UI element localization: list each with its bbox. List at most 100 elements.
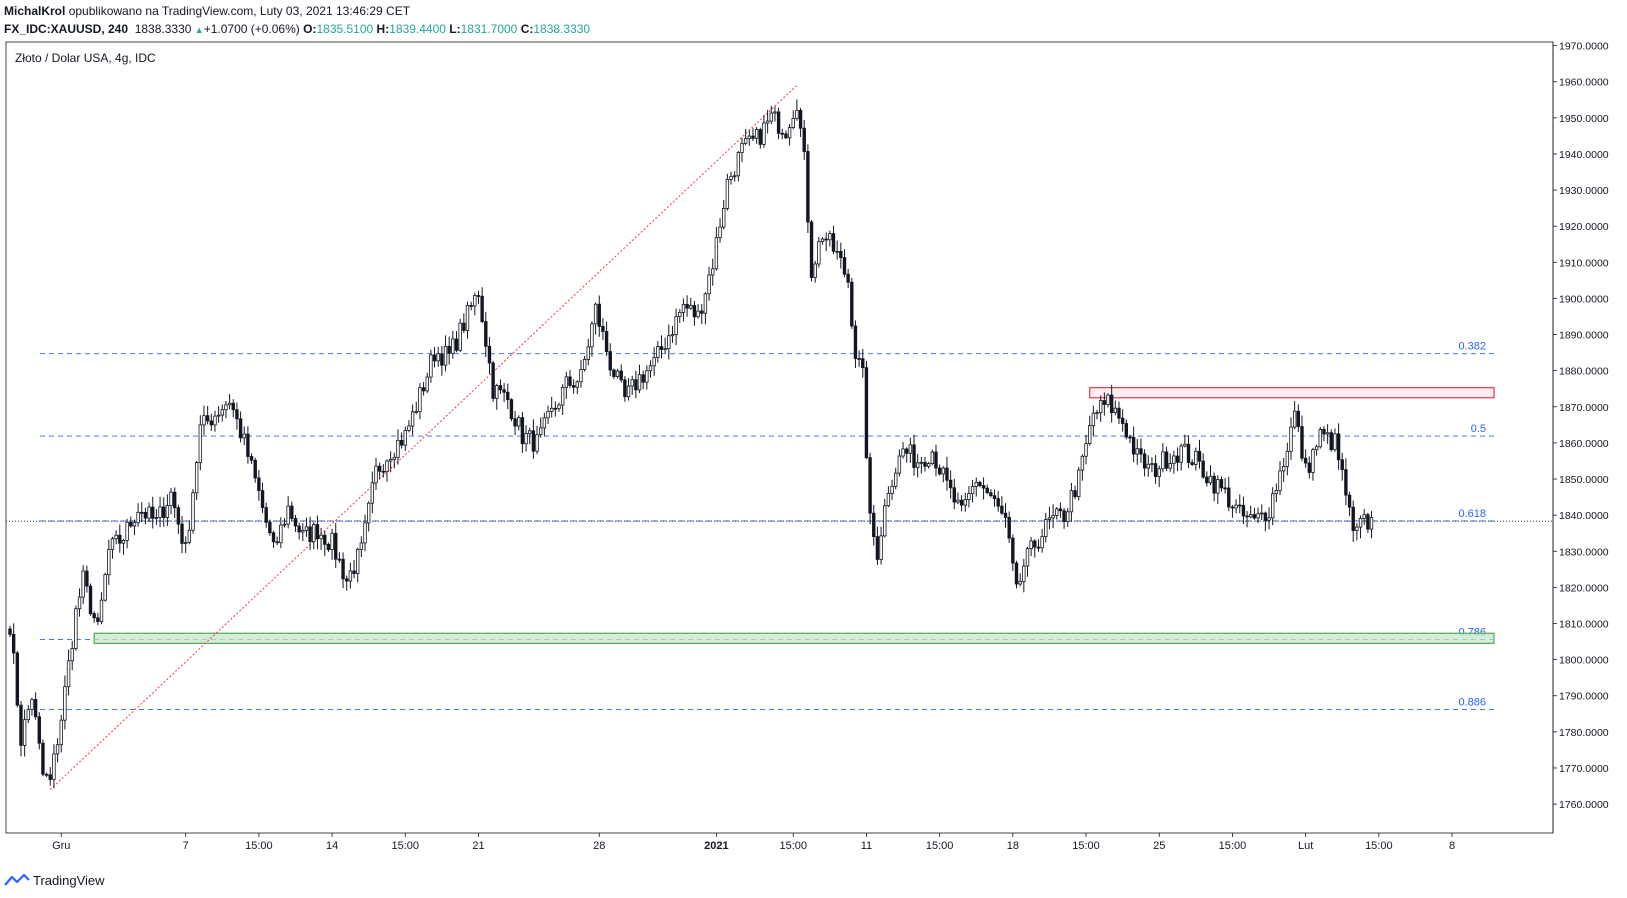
candle-body [103,574,107,601]
candle-body [685,303,689,309]
price-tick-label: 1790.0000 [1559,691,1609,703]
candle-body [297,525,301,533]
candle-body [667,335,671,349]
price-tick-label: 1890.0000 [1559,330,1609,342]
candle-body [875,536,880,560]
candle-body [689,305,693,309]
time-axis[interactable]: Gru 7 15:00 14 15:00 21 28 2021 15:00 11 15:00 18 15… [52,833,1455,852]
candle-body [648,365,653,372]
footer-brand[interactable]: TradingView [33,872,105,888]
candle-body [176,507,181,525]
candle-body [1249,514,1253,518]
candle-body [323,534,327,545]
trendline-layer[interactable] [49,84,798,791]
candle-body [586,346,590,360]
candle-body [1183,443,1187,447]
candle-body [758,129,762,145]
candle-body [1091,412,1096,427]
candle-body [1285,450,1290,467]
candle-body [421,387,426,392]
price-tick-label: 1820.0000 [1559,582,1609,594]
candle-body [590,323,594,348]
candle-body [542,417,547,429]
candle-body [912,444,916,468]
candle-body [290,505,294,519]
candle-body [1172,455,1176,464]
candle-body [634,379,638,391]
candle-body [374,465,378,484]
time-tick-label: 15:00 [1219,840,1247,852]
candle-body [1311,449,1315,473]
candle-body [33,699,38,718]
time-tick-label: 2021 [704,840,728,852]
candle-body [257,477,261,491]
candle-body [1322,428,1326,435]
publish-info: opublikowano na TradingView.com, Luty 03… [68,4,411,18]
candle-body [798,110,803,129]
time-tick-label: 8 [1449,840,1455,852]
candle-body [279,524,283,544]
candle-body [498,385,503,391]
candle-body [740,142,744,153]
time-tick-label: Lut [1298,840,1313,852]
candle-body [1289,426,1293,452]
candle-body [890,485,894,494]
candle-body [637,374,642,391]
candle-body [934,451,938,469]
candle-body [722,208,726,228]
candle-body [1135,448,1139,455]
candle-body [52,753,56,780]
candle-body [363,522,367,544]
candle-body [1109,394,1114,414]
candlestick-chart[interactable]: Złoto / Dolar USA, 4g, IDC 0.382 0.5 0.618… [0,40,1627,860]
author-name[interactable]: MichalKrol [4,4,66,18]
candle-body [1186,443,1191,464]
candle-body [231,402,235,411]
candle-body [1325,432,1330,435]
candle-body [462,322,466,331]
candle-body [996,498,1000,507]
candle-body [1077,469,1081,498]
candle-body [963,499,967,506]
candle-body [238,418,243,439]
candle-body [1011,537,1015,564]
candle-body [941,467,945,475]
candle-body [143,511,148,519]
candle-body [528,430,532,434]
candle-body [359,542,364,550]
zones[interactable] [93,387,1495,644]
candle-body [674,316,678,335]
candle-body [729,175,733,180]
candle-body [1336,433,1341,461]
candle-body [1088,425,1092,444]
candle-body [886,493,891,507]
candle-body [557,404,561,409]
candle-body [509,399,514,420]
price-tick-label: 1950.0000 [1559,113,1609,125]
candle-body [1120,417,1125,424]
candle-body [780,132,784,135]
time-tick-label: 15:00 [1072,840,1100,852]
candle-body [630,379,634,387]
candle-body [194,462,199,494]
price-axis[interactable]: 1760.0000 1770.0000 1780.0000 1790.0000 1800… [1553,41,1609,811]
candle-body [619,370,623,381]
candle-body [1080,455,1085,471]
candle-body [700,310,704,314]
symbol-label: FX_IDC:XAUUSD, 240 [4,22,129,36]
candle-body [370,482,375,504]
candle-body [1007,517,1011,539]
candle-body [1161,451,1165,470]
candle-body [809,221,814,278]
candle-body [681,303,686,313]
candle-body [1044,519,1048,538]
candle-body [923,461,927,467]
candle-body [1208,475,1213,484]
candle-body [817,241,821,265]
candle-body [264,507,268,523]
candle-body [506,391,510,401]
candle-body [1300,426,1304,459]
candle-body [1058,508,1063,512]
candle-body [140,511,144,514]
candle-body [1238,504,1242,507]
